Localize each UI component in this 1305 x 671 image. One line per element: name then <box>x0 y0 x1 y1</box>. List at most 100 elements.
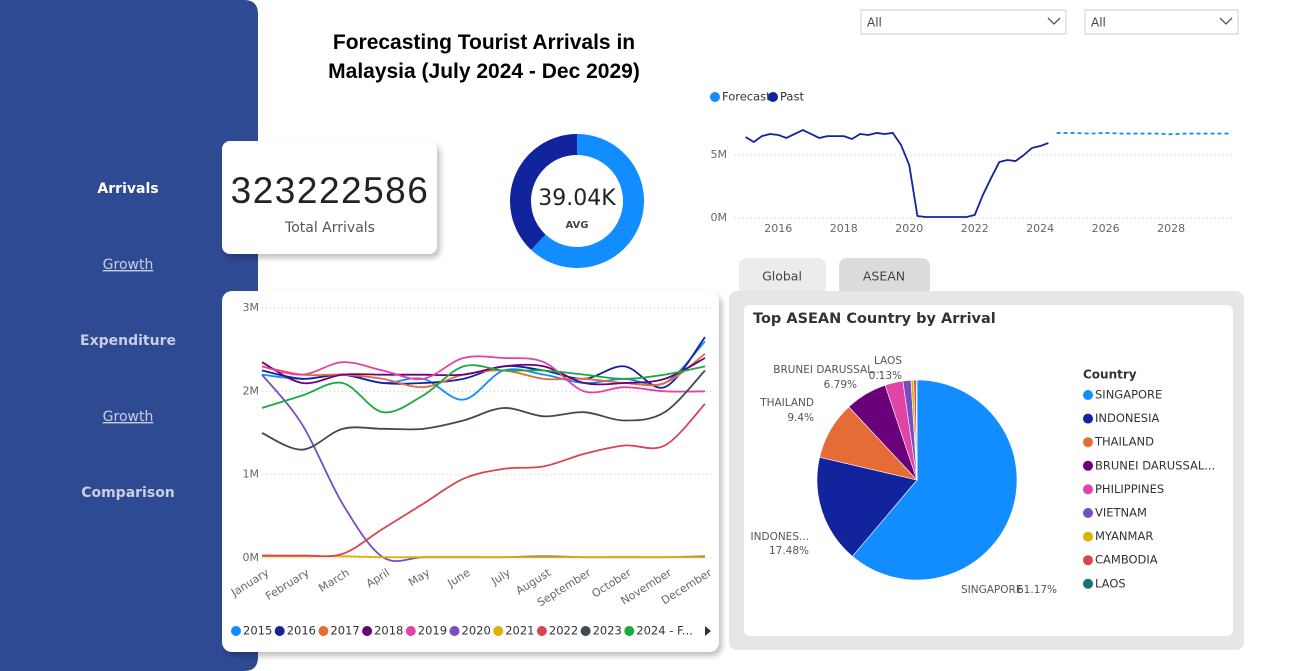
x-tick-label: 2020 <box>895 222 923 235</box>
tab[interactable] <box>739 258 826 296</box>
series-line <box>261 357 706 386</box>
page-title: Forecasting Tourist Arrivals in Malaysia… <box>328 31 640 83</box>
series-line <box>261 355 706 394</box>
legend-label: Forecast <box>722 90 771 104</box>
legend-label: CAMBODIA <box>1095 553 1158 567</box>
legend-label: THAILAND <box>1094 435 1154 449</box>
series-line <box>261 364 706 414</box>
legend-label: PHILIPPINES <box>1095 482 1164 496</box>
legend-label: LAOS <box>1095 576 1126 590</box>
legend-label: 2019 <box>418 624 447 638</box>
x-tick-label: 2028 <box>1157 222 1185 235</box>
legend-marker <box>710 92 720 102</box>
data-label: 61.17% <box>1017 584 1057 596</box>
legend-marker <box>362 626 373 636</box>
legend-marker <box>1083 508 1093 518</box>
legend-marker <box>1083 413 1093 424</box>
legend-label: 2018 <box>374 624 403 638</box>
legend-marker <box>1083 437 1093 448</box>
legend-label: 2020 <box>462 624 491 638</box>
chart-title: Top ASEAN Country by Arrival <box>753 311 996 327</box>
legend-marker <box>536 626 547 636</box>
y-tick-label: 2M <box>243 384 260 397</box>
slice-label: THAILAND <box>759 397 814 409</box>
legend-marker <box>1083 460 1093 471</box>
x-tick-label: 2026 <box>1092 222 1120 235</box>
filter-value: All <box>1091 16 1106 30</box>
nav-item[interactable]: Arrivals <box>97 181 158 197</box>
legend-label: 2017 <box>330 624 359 638</box>
nav-item[interactable]: Growth <box>103 409 154 425</box>
y-tick-label: 1M <box>243 468 260 481</box>
tab-label: ASEAN <box>863 269 905 284</box>
x-tick-label: 2016 <box>764 222 792 235</box>
filter-value: All <box>867 16 882 30</box>
pie-slice <box>915 379 918 481</box>
nav-item[interactable]: Expenditure <box>80 333 176 349</box>
legend-marker <box>449 626 460 636</box>
legend-marker <box>580 626 591 636</box>
legend-label: MYANMAR <box>1095 529 1153 543</box>
legend-label: 2016 <box>287 624 316 638</box>
series-line <box>261 555 705 559</box>
pie-slice <box>816 456 918 557</box>
data-label: 0.13% <box>869 370 902 382</box>
legend-marker <box>1083 555 1093 566</box>
legend-marker <box>1083 390 1093 400</box>
nav-item[interactable]: Growth <box>103 257 154 273</box>
legend-marker <box>1083 531 1093 542</box>
legend-label: SINGAPORE <box>1095 388 1162 402</box>
legend-scroll[interactable] <box>705 626 711 636</box>
legend-marker <box>405 626 416 636</box>
monthly-card <box>222 291 719 652</box>
slice-label: LAOS <box>874 355 902 367</box>
legend-label: 2024 - F... <box>636 624 692 638</box>
sidebar <box>0 0 258 671</box>
legend-label: 2015 <box>243 624 272 638</box>
legend-marker <box>231 626 241 636</box>
series-line <box>261 369 706 451</box>
tab[interactable] <box>839 258 930 296</box>
pie-slice <box>852 379 1018 581</box>
slice-label: INDONES... <box>751 531 809 543</box>
donut-caption: AVG <box>565 220 588 231</box>
kpi-label: Total Arrivals <box>284 220 375 236</box>
data-label: 17.48% <box>769 545 809 557</box>
chevron <box>1219 17 1233 25</box>
legend-marker <box>624 626 635 636</box>
y-tick-label: 0M <box>243 551 260 564</box>
chevron <box>1047 17 1061 25</box>
legend-label: 2022 <box>549 624 578 638</box>
legend-marker <box>318 626 329 636</box>
y-tick-label: 0M <box>711 211 728 224</box>
slice-label: SINGAPORE <box>961 584 1022 596</box>
legend-marker <box>768 92 778 102</box>
x-tick-label: 2018 <box>830 222 858 235</box>
filter-dropdown[interactable] <box>860 9 1067 35</box>
donut-segment <box>509 134 577 250</box>
legend-label: Past <box>780 90 804 104</box>
filter-dropdown[interactable] <box>1084 9 1239 35</box>
legend-label: INDONESIA <box>1095 411 1159 425</box>
kpi-value: 323222586 <box>231 170 430 211</box>
data-label: 9.4% <box>787 412 814 424</box>
kpi-card <box>222 141 437 254</box>
slice-label: BRUNEI DARUSSAL... <box>773 364 883 376</box>
donut-segment <box>531 134 644 268</box>
legend-marker <box>493 626 504 636</box>
legend-title: Country <box>1083 368 1137 382</box>
nav-item[interactable]: Comparison <box>81 485 175 501</box>
legend-label: 2021 <box>505 624 534 638</box>
x-tick-label: 2022 <box>961 222 989 235</box>
legend-marker <box>1083 484 1093 495</box>
x-tick-label: 2024 <box>1026 222 1054 235</box>
legend-label: BRUNEI DARUSSAL... <box>1095 458 1215 472</box>
y-tick-label: 3M <box>243 301 260 314</box>
series-line <box>745 129 1049 218</box>
legend-marker <box>1083 578 1093 589</box>
donut-value: 39.04K <box>538 186 616 211</box>
tab-label: Global <box>762 269 802 284</box>
legend-label: VIETNAM <box>1095 506 1147 520</box>
